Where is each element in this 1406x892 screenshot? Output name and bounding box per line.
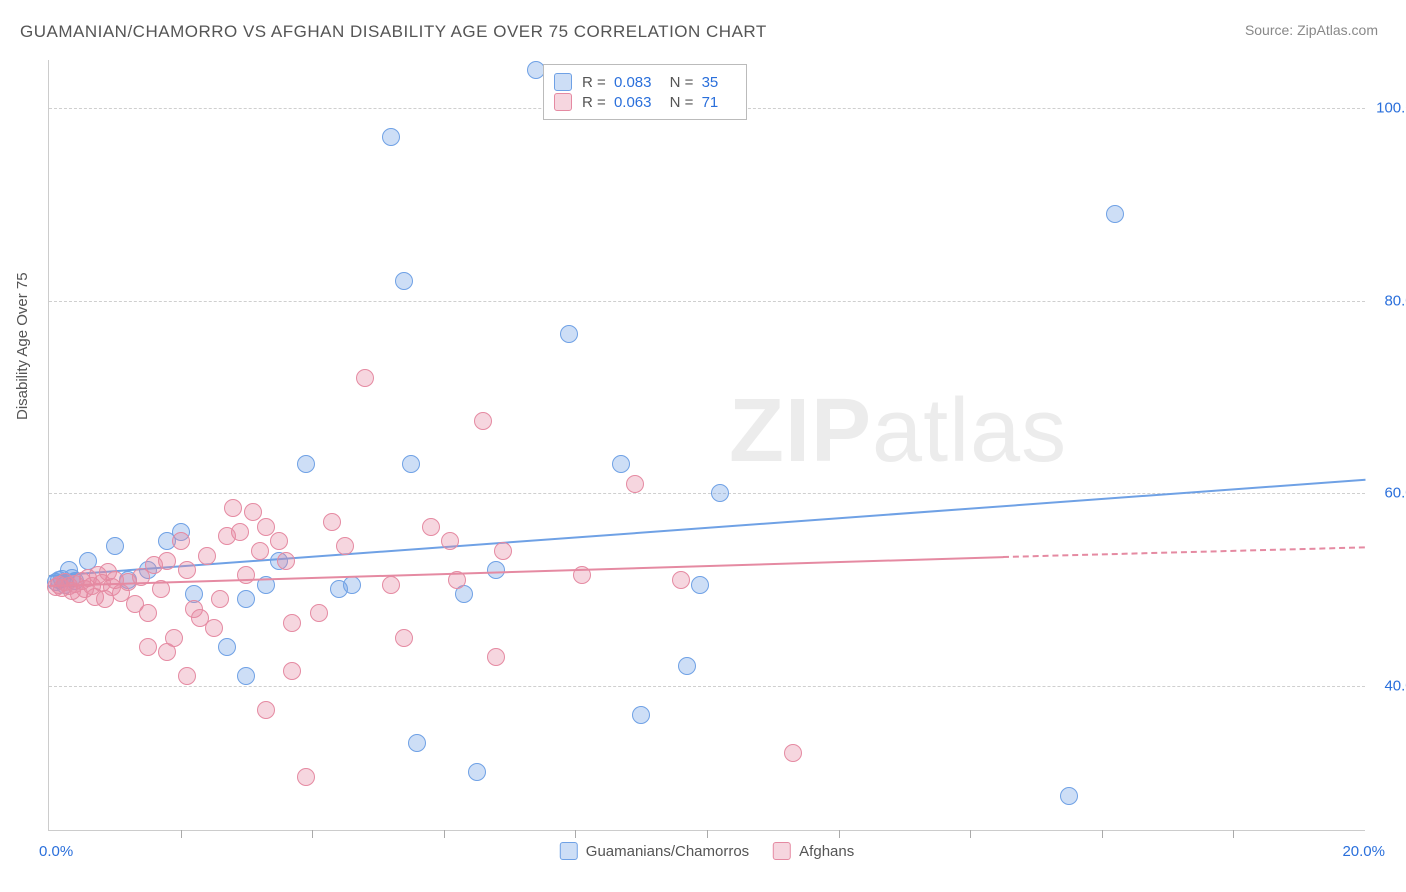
x-tick — [1233, 830, 1234, 838]
data-point-guamanian — [218, 638, 236, 656]
data-point-afghan — [237, 566, 255, 584]
trend-line — [1003, 546, 1365, 558]
data-point-guamanian — [632, 706, 650, 724]
y-tick-label: 60.0% — [1384, 485, 1406, 502]
x-tick — [181, 830, 182, 838]
data-point-afghan — [336, 537, 354, 555]
data-point-afghan — [310, 604, 328, 622]
data-point-afghan — [323, 513, 341, 531]
data-point-afghan — [494, 542, 512, 560]
swatch-guamanian — [560, 842, 578, 860]
y-axis-title: Disability Age Over 75 — [14, 272, 31, 420]
data-point-guamanian — [106, 537, 124, 555]
swatch-guamanian — [554, 73, 572, 91]
stats-legend: R = 0.083 N = 35 R = 0.063 N = 71 — [543, 64, 747, 120]
watermark-bold: ZIP — [729, 381, 872, 481]
swatch-afghan — [554, 93, 572, 111]
data-point-guamanian — [691, 576, 709, 594]
data-point-afghan — [172, 532, 190, 550]
data-point-afghan — [158, 643, 176, 661]
y-tick-label: 100.0% — [1376, 100, 1406, 117]
y-tick-label: 40.0% — [1384, 677, 1406, 694]
stats-legend-row-afghan: R = 0.063 N = 71 — [554, 93, 732, 111]
data-point-guamanian — [1060, 787, 1078, 805]
watermark: ZIPatlas — [729, 380, 1067, 483]
stats-text: R = 0.063 N = 71 — [582, 94, 732, 111]
data-point-afghan — [178, 561, 196, 579]
data-point-afghan — [356, 369, 374, 387]
data-point-afghan — [672, 571, 690, 589]
swatch-afghan — [773, 842, 791, 860]
gridline — [49, 686, 1365, 687]
data-point-afghan — [297, 768, 315, 786]
x-label-min: 0.0% — [39, 843, 73, 860]
legend-label-afghan: Afghans — [799, 843, 854, 860]
data-point-afghan — [198, 547, 216, 565]
x-tick — [1102, 830, 1103, 838]
watermark-rest: atlas — [872, 381, 1067, 481]
gridline — [49, 301, 1365, 302]
data-point-guamanian — [1106, 205, 1124, 223]
x-tick — [707, 830, 708, 838]
data-point-afghan — [422, 518, 440, 536]
data-point-afghan — [211, 590, 229, 608]
data-point-guamanian — [382, 128, 400, 146]
legend-item-afghan: Afghans — [773, 842, 854, 860]
series-legend: Guamanians/Chamorros Afghans — [560, 842, 854, 860]
data-point-afghan — [474, 412, 492, 430]
data-point-guamanian — [343, 576, 361, 594]
x-tick — [312, 830, 313, 838]
data-point-guamanian — [612, 455, 630, 473]
data-point-afghan — [139, 638, 157, 656]
data-point-guamanian — [560, 325, 578, 343]
chart-title: GUAMANIAN/CHAMORRO VS AFGHAN DISABILITY … — [20, 22, 767, 42]
data-point-afghan — [784, 744, 802, 762]
data-point-afghan — [441, 532, 459, 550]
data-point-afghan — [257, 701, 275, 719]
data-point-afghan — [231, 523, 249, 541]
plot-area: ZIPatlas 40.0%60.0%80.0%100.0%0.0%20.0%R… — [48, 60, 1365, 831]
data-point-afghan — [178, 667, 196, 685]
x-tick — [970, 830, 971, 838]
data-point-guamanian — [237, 667, 255, 685]
y-tick-label: 80.0% — [1384, 292, 1406, 309]
data-point-afghan — [139, 604, 157, 622]
data-point-afghan — [487, 648, 505, 666]
data-point-afghan — [158, 552, 176, 570]
data-point-guamanian — [408, 734, 426, 752]
source-label: Source: ZipAtlas.com — [1245, 22, 1378, 38]
legend-label-guamanian: Guamanians/Chamorros — [586, 843, 749, 860]
data-point-guamanian — [711, 484, 729, 502]
data-point-afghan — [251, 542, 269, 560]
data-point-afghan — [283, 614, 301, 632]
data-point-afghan — [205, 619, 223, 637]
data-point-afghan — [257, 518, 275, 536]
stats-text: R = 0.083 N = 35 — [582, 74, 732, 91]
data-point-afghan — [626, 475, 644, 493]
data-point-afghan — [224, 499, 242, 517]
data-point-afghan — [395, 629, 413, 647]
data-point-afghan — [270, 532, 288, 550]
data-point-guamanian — [468, 763, 486, 781]
data-point-afghan — [382, 576, 400, 594]
data-point-guamanian — [395, 272, 413, 290]
x-tick — [444, 830, 445, 838]
x-tick — [839, 830, 840, 838]
stats-legend-row-guamanian: R = 0.083 N = 35 — [554, 73, 732, 91]
x-label-max: 20.0% — [1342, 843, 1385, 860]
data-point-guamanian — [297, 455, 315, 473]
legend-item-guamanian: Guamanians/Chamorros — [560, 842, 749, 860]
x-tick — [575, 830, 576, 838]
data-point-afghan — [244, 503, 262, 521]
data-point-guamanian — [487, 561, 505, 579]
data-point-afghan — [283, 662, 301, 680]
data-point-afghan — [277, 552, 295, 570]
data-point-guamanian — [678, 657, 696, 675]
data-point-guamanian — [237, 590, 255, 608]
data-point-guamanian — [402, 455, 420, 473]
